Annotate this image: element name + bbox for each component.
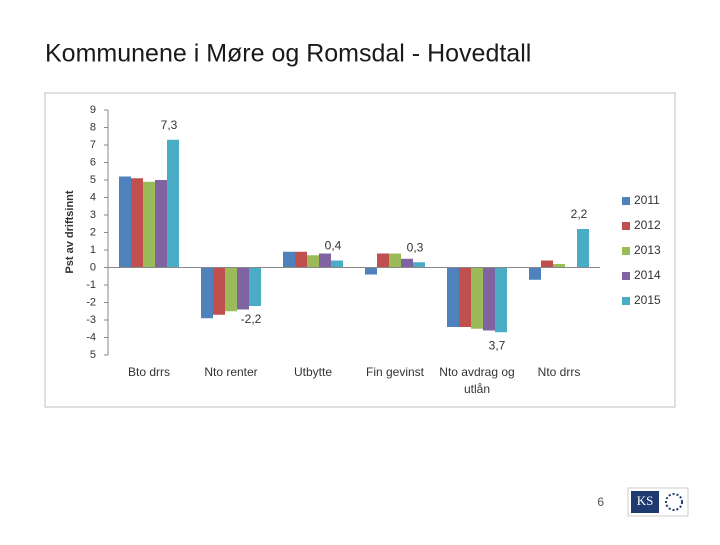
y-tick-label: 3: [90, 209, 96, 221]
bar: [495, 268, 507, 333]
x-tick-label: Fin gevinst: [366, 365, 425, 379]
bar: [401, 259, 413, 268]
bar: [295, 252, 307, 268]
data-label: 7,3: [161, 118, 178, 132]
y-tick-label: -1: [86, 279, 96, 291]
bar: [155, 180, 167, 268]
bar: [447, 268, 459, 328]
page-number: 6: [597, 495, 604, 509]
bar: [577, 229, 589, 268]
bar: [249, 268, 261, 307]
y-tick-label: 6: [90, 156, 96, 168]
bar: [331, 261, 343, 268]
x-tick-label: Nto drrs: [538, 365, 581, 379]
data-label: 3,7: [489, 338, 506, 352]
bar: [167, 140, 179, 268]
y-tick-label: -2: [86, 296, 96, 308]
logo-text: KS: [637, 493, 654, 508]
bar: [119, 177, 131, 268]
y-tick-label: -4: [86, 331, 96, 343]
legend-swatch: [622, 247, 630, 255]
bar: [553, 264, 565, 268]
bar: [413, 262, 425, 267]
x-tick-label: Utbytte: [294, 365, 332, 379]
legend-label: 2013: [634, 243, 661, 257]
slide-title: Kommunene i Møre og Romsdal - Hovedtall: [45, 40, 531, 68]
bar: [283, 252, 295, 268]
data-label: -2,2: [241, 312, 262, 326]
y-tick-label: 2: [90, 226, 96, 238]
bar: [483, 268, 495, 331]
bar: [459, 268, 471, 328]
bar: [213, 268, 225, 315]
bar: [319, 254, 331, 268]
legend-swatch: [622, 272, 630, 280]
y-tick-label: 4: [90, 191, 96, 203]
y-tick-label: 5: [90, 349, 96, 361]
y-tick-label: -3: [86, 314, 96, 326]
data-label: 0,3: [407, 240, 424, 254]
bar: [365, 268, 377, 275]
bar: [143, 182, 155, 268]
bar: [529, 268, 541, 280]
logo: KS: [628, 488, 688, 516]
legend-label: 2014: [634, 268, 661, 282]
bar: [541, 261, 553, 268]
bar: [377, 254, 389, 268]
legend-swatch: [622, 297, 630, 305]
y-tick-label: 0: [90, 261, 96, 273]
legend-label: 2011: [634, 193, 660, 207]
y-tick-label: 8: [90, 121, 96, 133]
bar: [307, 255, 319, 267]
y-tick-label: 7: [90, 139, 96, 151]
bar: [389, 254, 401, 268]
data-label: 0,4: [325, 239, 342, 253]
bar: [131, 178, 143, 267]
bar: [225, 268, 237, 312]
y-axis-label: Pst av driftsinnt: [64, 190, 76, 273]
x-tick-label: Nto renter: [204, 365, 257, 379]
bar: [471, 268, 483, 329]
y-tick-label: 1: [90, 244, 96, 256]
bar: [237, 268, 249, 310]
x-tick-label: Bto drrs: [128, 365, 170, 379]
y-tick-label: 5: [90, 174, 96, 186]
y-tick-label: 9: [90, 104, 96, 116]
data-label: 2,2: [571, 207, 588, 221]
legend-label: 2015: [634, 293, 661, 307]
bar: [201, 268, 213, 319]
legend-swatch: [622, 197, 630, 205]
legend-swatch: [622, 222, 630, 230]
legend-label: 2012: [634, 218, 661, 232]
